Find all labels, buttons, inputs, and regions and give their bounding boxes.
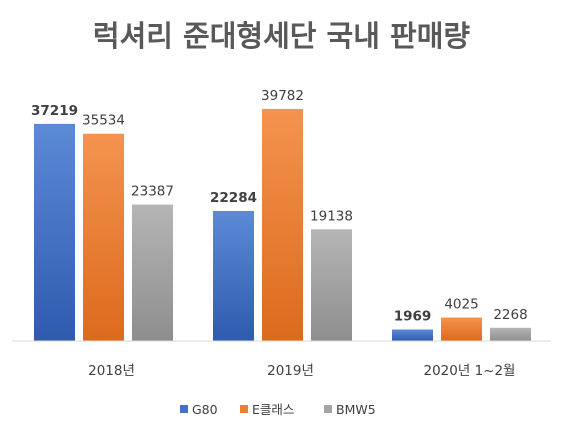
- legend: G80 E클래스 BMW5: [180, 402, 376, 417]
- category-label-1: 2019년: [267, 363, 314, 379]
- legend-item-E클래스: E클래스: [240, 402, 294, 417]
- bar-E클래스-0: [83, 133, 124, 341]
- data-label-E클래스-1: 39782: [261, 88, 304, 104]
- data-label-BMW5-1: 19138: [310, 208, 353, 224]
- legend-item-BMW5: BMW5: [324, 402, 376, 417]
- bar-G80-2: [392, 329, 433, 341]
- data-label-BMW5-0: 23387: [131, 184, 174, 200]
- bar-G80-0: [34, 123, 75, 342]
- legend-swatch-G80: [180, 405, 188, 413]
- data-label-BMW5-2: 2268: [493, 307, 527, 323]
- bar-BMW5-1: [311, 229, 352, 341]
- bar-G80-1: [213, 211, 254, 341]
- chart-title: 럭셔리 준대형세단 국내 판매량: [93, 19, 470, 53]
- data-label-G80-1: 22284: [210, 190, 257, 206]
- bar-E클래스-1: [262, 108, 303, 342]
- data-label-G80-2: 1969: [394, 309, 432, 325]
- legend-item-G80: G80: [180, 402, 218, 417]
- bar-BMW5-0: [132, 204, 173, 341]
- data-label-E클래스-0: 35534: [82, 113, 125, 129]
- data-label-G80-0: 37219: [31, 103, 78, 119]
- category-label-2: 2020년 1~2월: [424, 363, 516, 379]
- bar-E클래스-2: [441, 317, 482, 341]
- legend-label-BMW5: BMW5: [336, 402, 376, 417]
- data-label-E클래스-2: 4025: [444, 297, 478, 313]
- legend-swatch-E클래스: [240, 405, 248, 413]
- legend-swatch-BMW5: [324, 405, 332, 413]
- legend-label-G80: G80: [192, 402, 218, 417]
- legend-label-E클래스: E클래스: [252, 402, 294, 417]
- category-label-0: 2018년: [88, 363, 135, 379]
- bar-BMW5-2: [490, 327, 531, 341]
- category-labels: 2018년 2019년 2020년 1~2월: [88, 363, 515, 379]
